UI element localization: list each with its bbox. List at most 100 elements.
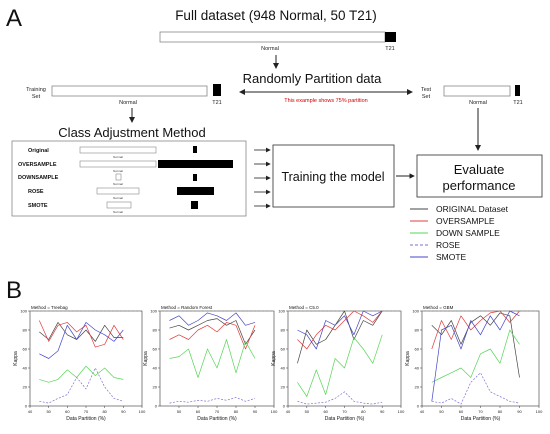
method-label: SMOTE	[28, 203, 48, 209]
method-label: Original	[28, 148, 49, 154]
y-tick-label: 60	[153, 347, 158, 352]
evaluate-box	[416, 154, 543, 198]
plot-frame	[159, 310, 275, 407]
full-normal-label: Normal	[261, 46, 279, 52]
x-tick-label: 70	[84, 409, 89, 414]
full-t21-label: T21	[385, 46, 394, 52]
legend-label-original: ORIGINAL Dataset	[436, 204, 509, 214]
method-normal-bar	[79, 146, 157, 154]
x-tick-label: 60	[196, 409, 201, 414]
y-tick-label: 20	[281, 385, 286, 390]
training-t21-bar	[213, 84, 221, 96]
method-downsample: DOWNSAMPLE Normal	[18, 173, 197, 186]
method-normal-bar	[79, 160, 157, 168]
full-t21-bar	[385, 32, 396, 42]
method-normal-label: Normal	[113, 182, 123, 186]
method-oversample: OVERSAMPLE Normal	[18, 160, 233, 173]
y-tick-label: 40	[153, 366, 158, 371]
legend-label-rose: ROSE	[436, 240, 460, 250]
y-tick-label: 0	[155, 404, 158, 409]
x-tick-label: 80	[498, 409, 503, 414]
legend-label-smote: SMOTE	[436, 252, 467, 262]
y-tick-label: 20	[415, 385, 420, 390]
test-label-2: Set	[422, 94, 431, 100]
partition-note: This example shows 75% partition	[284, 98, 367, 104]
legend: ORIGINAL Dataset OVERSAMPLE DOWN SAMPLE …	[410, 204, 509, 262]
method-rose: ROSE Normal	[28, 187, 214, 200]
series-line-0	[39, 322, 124, 342]
y-tick-label: 60	[415, 347, 420, 352]
y-tick-label: 80	[415, 328, 420, 333]
x-tick-label: 60	[65, 409, 70, 414]
y-tick-label: 80	[281, 328, 286, 333]
y-tick-label: 60	[281, 347, 286, 352]
method-original: Original Normal	[28, 146, 197, 159]
x-tick-label: 100	[398, 409, 405, 414]
method-t21-bar	[158, 160, 233, 168]
method-t21-bar	[193, 174, 197, 181]
series-line-4	[431, 310, 520, 402]
x-tick-label: 50	[46, 409, 51, 414]
series-line-3	[39, 367, 124, 404]
chart-title: Method = C5.0	[289, 305, 319, 310]
plot-frame	[287, 310, 402, 407]
x-tick-label: 80	[102, 409, 107, 414]
test-t21-bar	[515, 85, 520, 96]
x-tick-label: 70	[478, 409, 483, 414]
y-tick-label: 100	[20, 309, 27, 314]
x-axis-label: Data Partition (%)	[197, 416, 237, 422]
y-tick-label: 40	[23, 366, 28, 371]
training-model-label: Training the model	[281, 170, 384, 184]
y-tick-label: 80	[153, 328, 158, 333]
x-tick-label: 50	[439, 409, 444, 414]
training-normal-bar	[51, 85, 208, 97]
x-tick-label: 90	[253, 409, 258, 414]
y-tick-label: 100	[412, 309, 419, 314]
series-line-4	[169, 312, 256, 326]
training-t21-label: T21	[212, 100, 221, 106]
method-label: ROSE	[28, 189, 44, 195]
training-label-1: Training	[26, 87, 46, 93]
method-normal-label: Normal	[113, 155, 123, 159]
series-line-3	[297, 391, 383, 405]
series-line-1	[169, 322, 256, 350]
x-tick-label: 60	[459, 409, 464, 414]
chart-3: Method = GBM 0 20 40 60 80 100 40 50 60 70 80 90 100 K…	[405, 305, 543, 422]
chart-title: Method = Random Forest	[161, 305, 213, 310]
method-normal-bar	[115, 173, 122, 181]
method-t21-bar	[191, 201, 198, 209]
chart-title: Method = Treebag	[31, 305, 68, 310]
partition-title: Randomly Partition data	[243, 71, 383, 86]
series-line-2	[169, 339, 256, 378]
x-tick-label: 70	[215, 409, 220, 414]
method-normal-label: Normal	[113, 210, 123, 214]
training-normal-label: Normal	[119, 100, 137, 106]
method-label: DOWNSAMPLE	[18, 175, 59, 181]
training-model-box	[272, 144, 395, 208]
test-normal-label: Normal	[469, 100, 487, 106]
plot-frame	[421, 310, 540, 407]
x-tick-label: 60	[323, 409, 328, 414]
x-tick-label: 90	[380, 409, 385, 414]
panel-a: A Full dataset (948 Normal, 50 T21) Norm…	[6, 5, 543, 262]
method-normal-bar	[106, 201, 132, 209]
test-normal-bar	[443, 85, 511, 97]
panel-b: B Method = Treebag 0 20 40 60 80 100 40 50 60 70 80…	[6, 277, 543, 422]
method-normal-bar	[96, 187, 140, 195]
y-tick-label: 0	[25, 404, 28, 409]
method-normal-label: Normal	[113, 196, 123, 200]
x-tick-label: 100	[139, 409, 146, 414]
chart-2: Method = C5.0 0 20 40 60 80 100 40 50 60 70 80 90 100…	[271, 305, 405, 422]
y-tick-label: 40	[281, 366, 286, 371]
method-smote: SMOTE Normal	[28, 201, 198, 214]
y-tick-label: 100	[278, 309, 285, 314]
x-tick-label: 80	[361, 409, 366, 414]
class-adjustment-title: Class Adjustment Method	[58, 125, 205, 140]
panel-a-letter: A	[6, 5, 22, 32]
y-axis-label: Kappa	[271, 351, 277, 366]
evaluate-line-1: Evaluate	[454, 162, 505, 177]
series-line-2	[39, 365, 124, 383]
training-label-2: Set	[32, 94, 41, 100]
y-tick-label: 80	[23, 328, 28, 333]
